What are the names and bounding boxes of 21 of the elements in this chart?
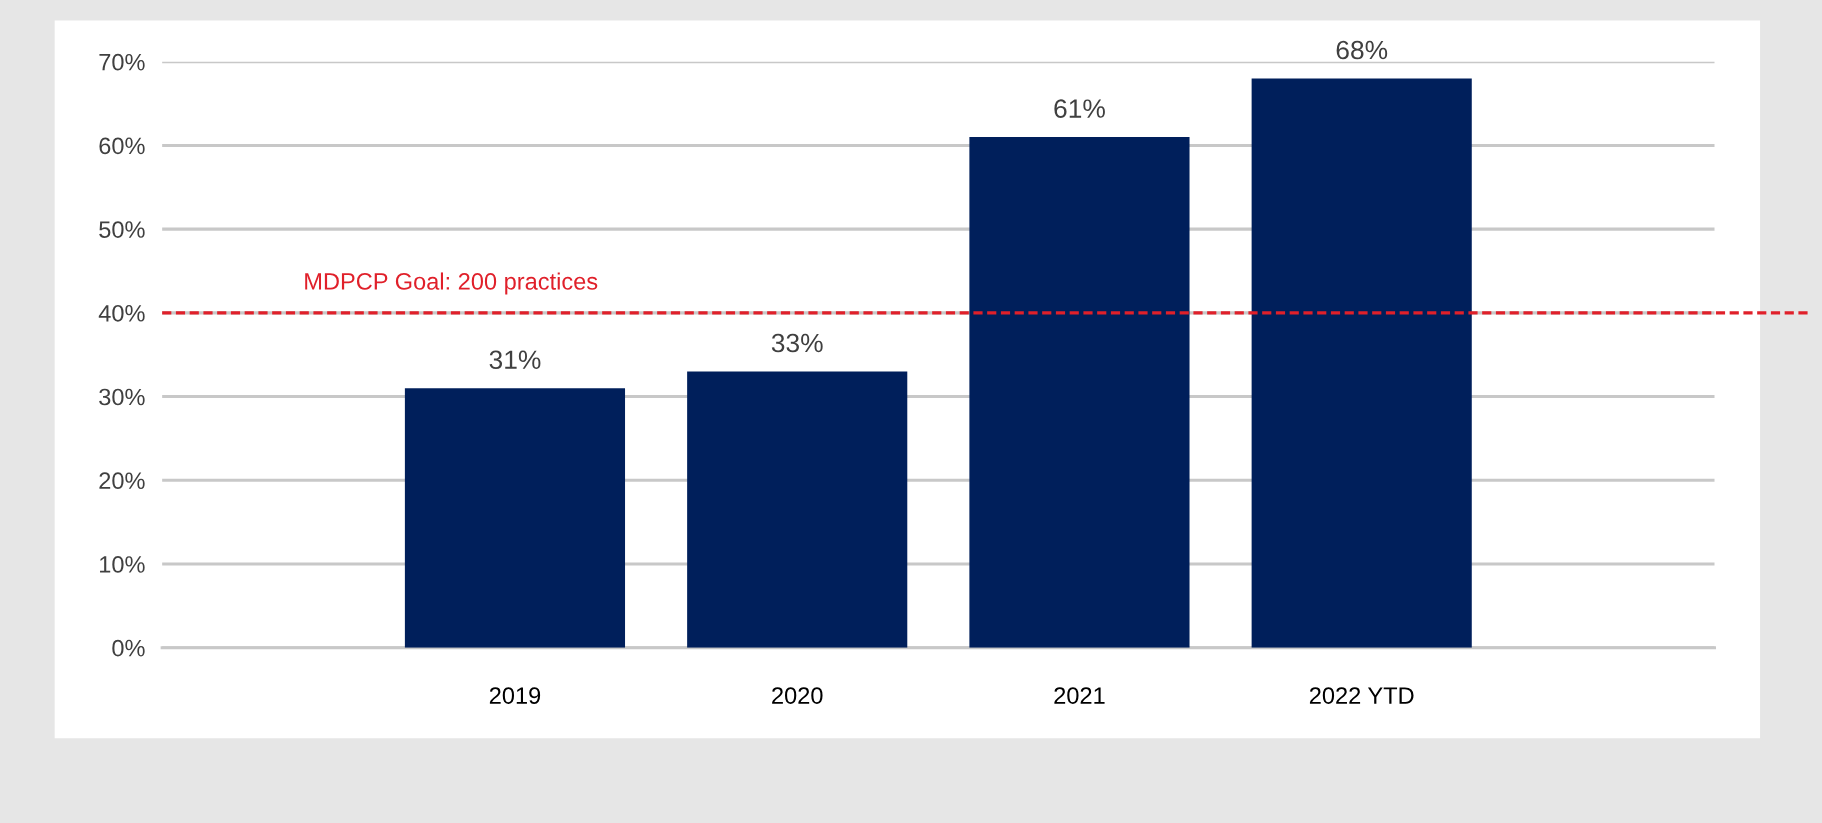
y-tick-label: 60% bbox=[99, 137, 145, 155]
data-label: 33% bbox=[771, 333, 823, 353]
bar bbox=[1251, 78, 1472, 648]
y-tick-label: 30% bbox=[99, 388, 145, 406]
y-tick-label: 50% bbox=[99, 221, 145, 238]
x-tick-label: 2022 YTD bbox=[1309, 687, 1414, 704]
y-tick-label: 10% bbox=[100, 556, 145, 573]
x-tick-label: 2019 bbox=[489, 687, 541, 704]
x-tick-label: 2021 bbox=[1054, 687, 1105, 704]
bar bbox=[404, 388, 626, 648]
bar bbox=[969, 137, 1190, 648]
data-label: 61% bbox=[1054, 99, 1105, 118]
data-label: 31% bbox=[489, 350, 541, 370]
annotation: MDPCP Goal: 200 practices bbox=[305, 272, 598, 295]
bar bbox=[687, 371, 908, 648]
x-tick-label: 2020 bbox=[772, 687, 823, 704]
y-tick-label: 20% bbox=[99, 472, 145, 490]
data-label: 68% bbox=[1336, 40, 1388, 60]
y-tick-label: 70% bbox=[99, 53, 145, 71]
y-tick-label: 40% bbox=[98, 304, 145, 322]
y-tick-label: 0% bbox=[112, 639, 145, 657]
